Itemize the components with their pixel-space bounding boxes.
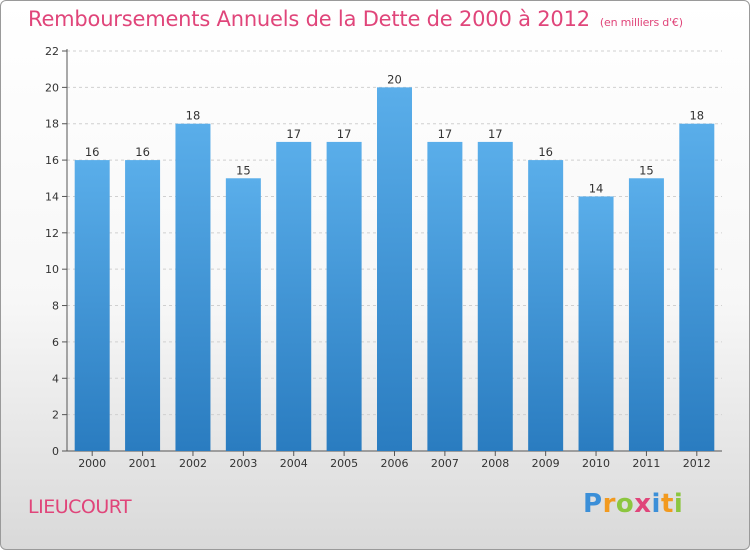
bar bbox=[679, 123, 715, 452]
x-tick-label: 2005 bbox=[330, 457, 358, 470]
data-label: 18 bbox=[689, 109, 704, 123]
bar bbox=[427, 141, 463, 451]
bar bbox=[225, 178, 261, 452]
logo-letter: P bbox=[583, 489, 603, 519]
x-tick-label: 2008 bbox=[481, 457, 509, 470]
data-label: 20 bbox=[387, 72, 402, 86]
data-label: 16 bbox=[538, 145, 553, 159]
logo-letter: r bbox=[602, 489, 616, 519]
data-label: 16 bbox=[135, 145, 150, 159]
place-name: LIEUCOURT bbox=[28, 496, 132, 518]
bar bbox=[175, 123, 211, 452]
logo-letter: o bbox=[615, 489, 635, 519]
y-tick-label: 8 bbox=[52, 300, 59, 313]
logo-letter: i bbox=[651, 489, 661, 519]
x-tick-label: 2012 bbox=[683, 457, 711, 470]
data-label: 18 bbox=[186, 109, 201, 123]
x-tick-label: 2000 bbox=[78, 457, 106, 470]
logo-letter: t bbox=[660, 489, 674, 519]
data-label: 17 bbox=[337, 127, 352, 141]
data-label: 17 bbox=[286, 127, 301, 141]
y-tick-label: 22 bbox=[45, 45, 59, 58]
y-tick-label: 6 bbox=[52, 336, 59, 349]
y-tick-label: 10 bbox=[45, 263, 59, 276]
bar bbox=[528, 160, 564, 451]
logo-letter: x bbox=[634, 489, 652, 519]
y-tick-label: 18 bbox=[45, 118, 59, 131]
x-tick-label: 2002 bbox=[179, 457, 207, 470]
bar bbox=[125, 160, 161, 451]
chart-subtitle: (en milliers d'€) bbox=[599, 16, 683, 29]
x-tick-label: 2007 bbox=[431, 457, 459, 470]
bar bbox=[326, 141, 362, 451]
y-tick-label: 0 bbox=[52, 445, 59, 458]
x-tick-label: 2006 bbox=[381, 457, 409, 470]
bar bbox=[276, 141, 312, 451]
data-label: 15 bbox=[236, 163, 251, 177]
x-tick-label: 2009 bbox=[532, 457, 560, 470]
x-tick-label: 2003 bbox=[229, 457, 257, 470]
proxiti-logo: Proxiti bbox=[583, 489, 683, 519]
x-tick-label: 2011 bbox=[632, 457, 660, 470]
data-label: 17 bbox=[438, 127, 453, 141]
y-tick-label: 20 bbox=[45, 81, 59, 94]
bar bbox=[578, 196, 614, 451]
y-tick-label: 16 bbox=[45, 154, 59, 167]
title-text: Remboursements Annuels de la Dette de 20… bbox=[28, 7, 590, 31]
chart-title: Remboursements Annuels de la Dette de 20… bbox=[28, 7, 683, 31]
x-tick-label: 2001 bbox=[129, 457, 157, 470]
bar bbox=[477, 141, 513, 451]
y-tick-label: 14 bbox=[45, 190, 59, 203]
data-label: 14 bbox=[589, 181, 604, 195]
data-label: 15 bbox=[639, 163, 654, 177]
y-tick-label: 4 bbox=[52, 372, 59, 385]
x-tick-label: 2010 bbox=[582, 457, 610, 470]
bar bbox=[628, 178, 664, 452]
x-tick-label: 2004 bbox=[280, 457, 308, 470]
data-label: 17 bbox=[488, 127, 503, 141]
bar bbox=[74, 160, 110, 451]
y-tick-label: 12 bbox=[45, 227, 59, 240]
bar bbox=[377, 87, 412, 451]
logo-letter: i bbox=[673, 489, 684, 519]
data-label: 16 bbox=[85, 145, 100, 159]
y-tick-label: 2 bbox=[52, 409, 59, 422]
